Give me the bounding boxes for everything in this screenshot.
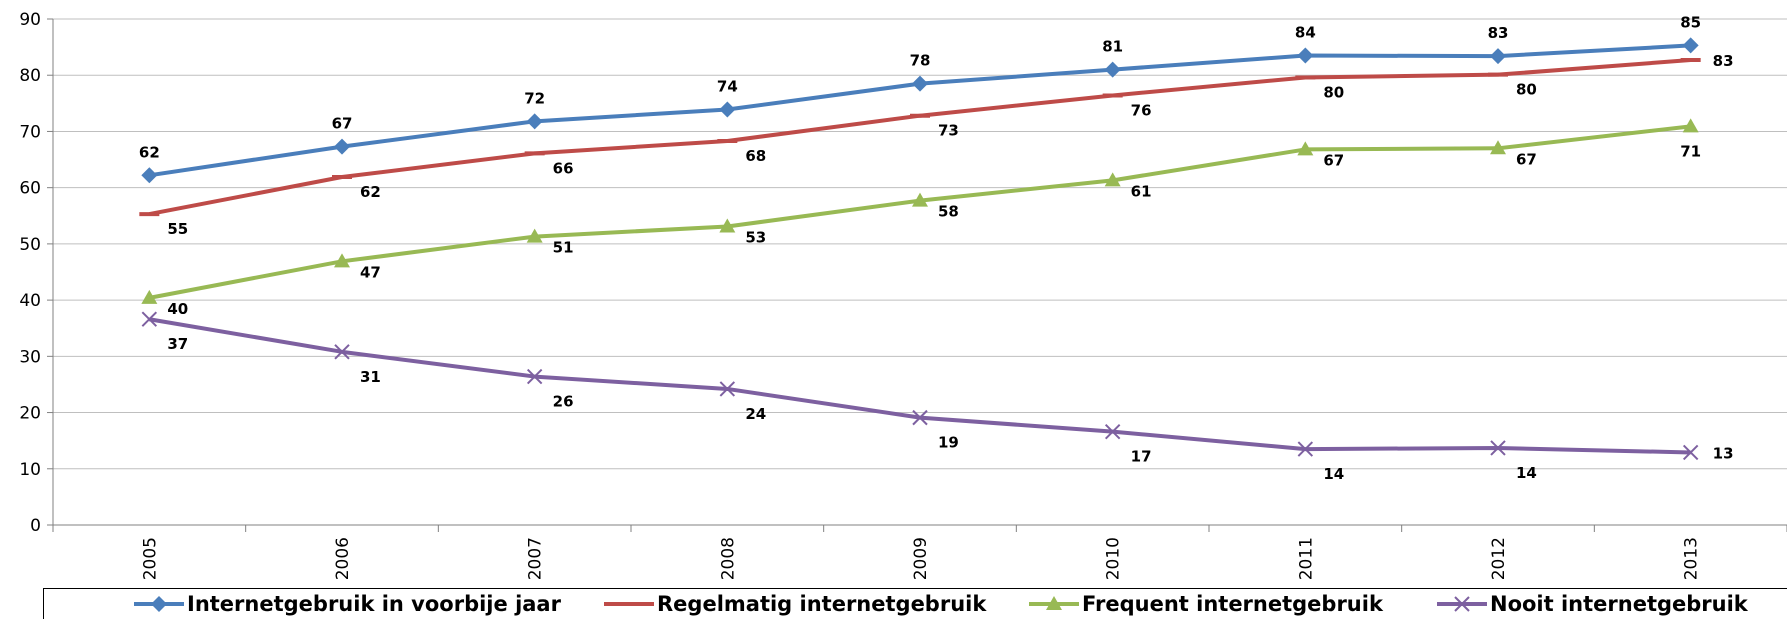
y-tick-label: 10 <box>19 460 41 480</box>
data-label: 53 <box>745 228 766 246</box>
data-label: 72 <box>524 89 545 107</box>
data-point-x <box>526 368 543 385</box>
legend-swatch-diamond-icon <box>134 596 184 612</box>
data-label: 58 <box>938 203 959 221</box>
data-point-x <box>1104 423 1121 440</box>
data-label: 68 <box>745 147 766 165</box>
data-point-diamond <box>526 113 543 130</box>
data-point-x <box>719 381 736 397</box>
data-point-triangle <box>1490 140 1506 155</box>
data-label: 24 <box>745 405 766 423</box>
x-tick-label: 2010 <box>1104 537 1124 580</box>
y-tick-label: 40 <box>19 291 41 311</box>
legend-item-frequent-internetgebruik: Frequent internetgebruik <box>1029 590 1383 618</box>
legend-item-internetgebruik-voorbije-jaar: Internetgebruik in voorbije jaar <box>134 590 561 618</box>
data-point-triangle <box>912 192 928 207</box>
data-label: 17 <box>1131 448 1152 466</box>
y-tick-label: 70 <box>19 122 41 142</box>
data-point-x <box>141 311 158 327</box>
data-point-triangle <box>526 228 543 243</box>
x-tick-label: 2005 <box>140 537 160 580</box>
data-label: 14 <box>1516 464 1537 482</box>
legend-swatch-triangle-icon <box>1029 596 1079 610</box>
y-tick-label: 20 <box>19 404 41 424</box>
data-point-diamond <box>1490 48 1506 65</box>
data-point-x <box>1682 444 1699 461</box>
legend-label: Internetgebruik in voorbije jaar <box>187 592 561 616</box>
data-label: 83 <box>1488 24 1509 42</box>
data-label: 67 <box>1516 150 1537 168</box>
series-line <box>148 317 1691 455</box>
x-tick-label: 2008 <box>718 537 738 580</box>
data-point-triangle <box>1104 172 1121 187</box>
data-label: 51 <box>553 239 574 257</box>
data-point-diamond <box>1104 61 1121 78</box>
data-label: 62 <box>139 143 160 161</box>
data-point-triangle <box>334 253 350 268</box>
data-label: 78 <box>910 52 931 70</box>
data-label: 81 <box>1102 38 1123 56</box>
data-label: 13 <box>1713 444 1734 462</box>
data-label: 26 <box>553 393 574 411</box>
data-point-diamond <box>719 101 736 118</box>
data-point-triangle <box>1682 118 1699 133</box>
data-point-triangle <box>141 289 158 304</box>
data-point-x <box>1297 441 1314 457</box>
data-point-diamond <box>141 167 158 184</box>
data-label: 47 <box>360 263 381 281</box>
data-label: 85 <box>1680 13 1701 31</box>
data-label: 19 <box>938 434 959 452</box>
x-tick-label: 2007 <box>526 537 546 580</box>
legend-item-regelmatig-internetgebruik: Regelmatig internetgebruik <box>604 590 986 618</box>
legend-label: Frequent internetgebruik <box>1082 592 1383 616</box>
data-label: 67 <box>332 115 353 133</box>
x-tick-label: 2006 <box>333 537 353 580</box>
data-label: 80 <box>1516 81 1537 99</box>
y-tick-label: 30 <box>19 347 41 367</box>
data-label: 76 <box>1131 101 1152 119</box>
data-label: 80 <box>1323 83 1344 101</box>
data-point-x <box>912 409 928 426</box>
data-label: 71 <box>1680 142 1701 160</box>
data-label: 73 <box>938 122 959 140</box>
data-label: 40 <box>167 300 188 318</box>
x-tick-label: 2013 <box>1682 537 1702 580</box>
data-point-x <box>1490 440 1506 456</box>
y-tick-label: 0 <box>30 516 41 536</box>
data-label: 14 <box>1323 465 1344 483</box>
data-label: 55 <box>167 220 188 238</box>
data-label: 74 <box>717 78 738 96</box>
x-tick-label: 2012 <box>1489 537 1509 580</box>
data-point-triangle <box>719 218 736 233</box>
y-tick-label: 80 <box>19 66 41 86</box>
data-label: 62 <box>360 183 381 201</box>
data-label: 31 <box>360 368 381 386</box>
x-tick-label: 2011 <box>1296 537 1316 580</box>
line-chart: 0 10 20 30 40 50 60 70 80 90 2005 2006 2007 2008 2009 2… <box>19 10 1787 580</box>
y-tick-label: 50 <box>19 235 41 255</box>
y-tick-label: 60 <box>19 179 41 199</box>
legend-item-nooit-internetgebruik: Nooit internetgebruik <box>1437 590 1748 618</box>
data-point-diamond <box>1297 47 1314 64</box>
y-tick-label: 90 <box>19 10 41 30</box>
data-point-diamond <box>334 138 350 155</box>
data-point-diamond <box>912 75 928 92</box>
data-label: 83 <box>1713 52 1734 70</box>
x-tick-label: 2009 <box>911 537 931 580</box>
data-label: 66 <box>553 159 574 177</box>
legend: Internetgebruik in voorbije jaar Regelma… <box>43 588 1787 619</box>
data-label: 84 <box>1295 24 1316 42</box>
data-label: 61 <box>1131 182 1152 200</box>
data-point-x <box>334 344 350 360</box>
legend-label: Nooit internetgebruik <box>1490 592 1748 616</box>
legend-label: Regelmatig internetgebruik <box>657 592 987 616</box>
legend-swatch-x-icon <box>1437 596 1487 612</box>
data-point-diamond <box>1682 37 1699 54</box>
data-point-triangle <box>1297 141 1314 156</box>
legend-swatch-dash-icon <box>604 602 654 606</box>
data-label: 37 <box>167 335 188 353</box>
data-label: 67 <box>1323 151 1344 169</box>
